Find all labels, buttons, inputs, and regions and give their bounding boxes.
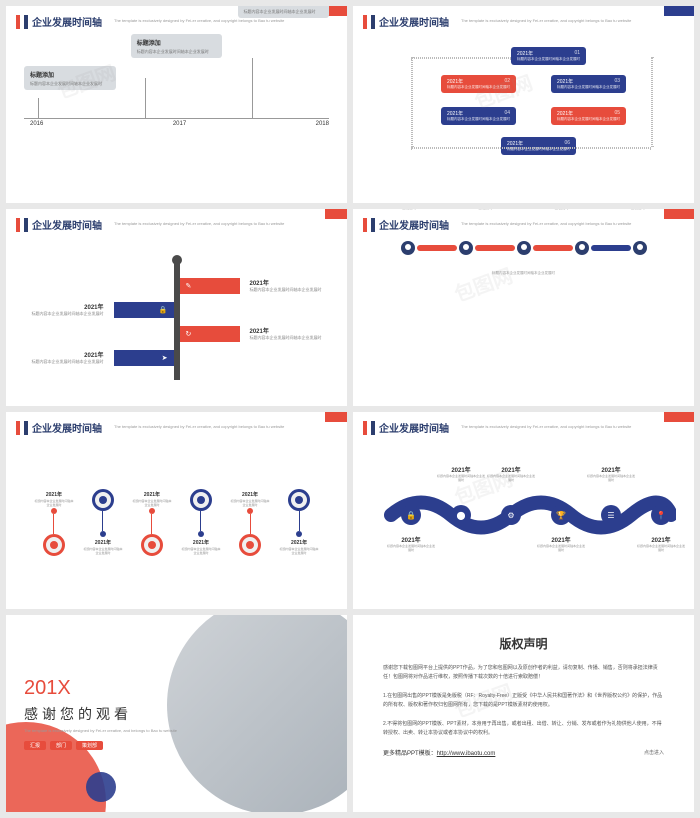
signpost-arrow: 🔒	[114, 302, 174, 318]
enter-button[interactable]: 点击进入	[644, 749, 664, 756]
slide-timeline-bubbles: 企业发展时间轴 The template is exclusively desi…	[6, 6, 347, 203]
wave-label: 2021年标题内容本企业发展时间轴本企业发展时	[636, 535, 686, 552]
slide-title: 企业发展时间轴	[32, 14, 102, 29]
copyright-title: 版权声明	[383, 635, 664, 652]
drop-node: 2021年标题内容本企业发展时间轴本企业发展时	[132, 489, 172, 555]
sign-label: 2021年标题内容本企业发展时间轴本企业发展时	[250, 278, 330, 292]
sign-label: 2021年标题内容本企业发展时间轴本企业发展时	[24, 302, 104, 316]
website-link[interactable]: http://www.ibaotu.com	[437, 751, 496, 757]
wave-label: 2021年标题内容本企业发展时间轴本企业发展时	[586, 465, 636, 482]
year-label: 2017	[173, 119, 186, 127]
copyright-paragraph: 感谢您下载包图网平台上提供的PPT作品，为了您和包图网以及原创作者的利益，请勿复…	[383, 664, 664, 682]
slide-flowchart: 企业发展时间轴 The template is exclusively desi…	[353, 6, 694, 203]
wave-node-icon: ⬤	[451, 505, 471, 525]
year-label: 2016	[30, 119, 43, 127]
flow-box: 2021年05标题内容本企业发展时间轴本企业发展时	[551, 107, 626, 125]
slide-subtitle: The template is exclusively designed by …	[114, 19, 284, 24]
wave-node-icon: ☰	[601, 505, 621, 525]
year-label: 2018	[316, 119, 329, 127]
person-icon	[401, 241, 415, 255]
signpost-arrow: ↻	[180, 326, 240, 342]
wave-node-icon: 🔒	[401, 505, 421, 525]
slide-circle-drops: 企业发展时间轴 The template is exclusively desi…	[6, 412, 347, 609]
flow-box: 2021年03标题内容本企业发展时间轴本企业发展时	[551, 75, 626, 93]
accent-bar	[24, 15, 28, 29]
flow-box: 2021年01标题内容本企业发展时间轴本企业发展时	[511, 47, 586, 65]
timeline-item: 标题添加标题内容本企业发展时间轴本企业发展时	[131, 54, 223, 118]
capsule-row	[371, 241, 676, 255]
sign-label: 2021年标题内容本企业发展时间轴本企业发展时	[24, 350, 104, 364]
wave-node-icon: 🏆	[551, 505, 571, 525]
timeline-label: 2021年标题内容本企业发展时间轴本企业发展时	[384, 209, 434, 211]
slide-wave-timeline: 企业发展时间轴 The template is exclusively desi…	[353, 412, 694, 609]
tag: 汇报	[24, 741, 46, 750]
slide-signpost: 企业发展时间轴 The template is exclusively desi…	[6, 209, 347, 406]
wave-node-icon: ⚙	[501, 505, 521, 525]
signpost-arrow: ✎	[180, 278, 240, 294]
wave-label: 2021年标题内容本企业发展时间轴本企业发展时	[436, 465, 486, 482]
signpost-arrow: ➤	[114, 350, 174, 366]
timeline-item: 标题添加标题内容本企业发展时间轴本企业发展时	[24, 66, 116, 118]
drop-node: 2021年标题内容本企业发展时间轴本企业发展时	[34, 489, 74, 555]
year-heading: 201X	[24, 677, 177, 700]
sign-label: 2021年标题内容本企业发展时间轴本企业发展时	[250, 326, 330, 340]
timeline-item: 标题添加标题内容本企业发展时间轴本企业发展时	[238, 34, 330, 118]
wave-label: 2021年标题内容本企业发展时间轴本企业发展时	[536, 535, 586, 552]
slide-capsule-timeline: 企业发展时间轴 The template is exclusively desi…	[353, 209, 694, 406]
thank-text: 感谢您的观看	[24, 704, 177, 724]
drop-node: 2021年标题内容本企业发展时间轴本企业发展时	[181, 489, 221, 555]
flow-box: 2021年02标题内容本企业发展时间轴本企业发展时	[441, 75, 516, 93]
accent-bar	[16, 15, 20, 29]
wave-node-icon: 📍	[651, 505, 671, 525]
drop-node: 2021年标题内容本企业发展时间轴本企业发展时	[83, 489, 123, 555]
flow-box: 2021年06标题内容本企业发展时间轴本企业发展时	[501, 137, 576, 155]
tag: 策划部	[76, 741, 103, 750]
slide-title: 企业发展时间轴	[379, 14, 449, 29]
flow-box: 2021年04标题内容本企业发展时间轴本企业发展时	[441, 107, 516, 125]
slide-thank-you: 201X 感谢您的观看 The template is exclusively …	[6, 615, 347, 812]
wave-label: 2021年标题内容本企业发展时间轴本企业发展时	[486, 465, 536, 482]
tag: 部门	[50, 741, 72, 750]
slide-copyright: 版权声明 感谢您下载包图网平台上提供的PPT作品，为了您和包图网以及原创作者的利…	[353, 615, 694, 812]
drop-node: 2021年标题内容本企业发展时间轴本企业发展时	[279, 489, 319, 555]
drop-node: 2021年标题内容本企业发展时间轴本企业发展时	[230, 489, 270, 555]
wave-label: 2021年标题内容本企业发展时间轴本企业发展时	[386, 535, 436, 552]
